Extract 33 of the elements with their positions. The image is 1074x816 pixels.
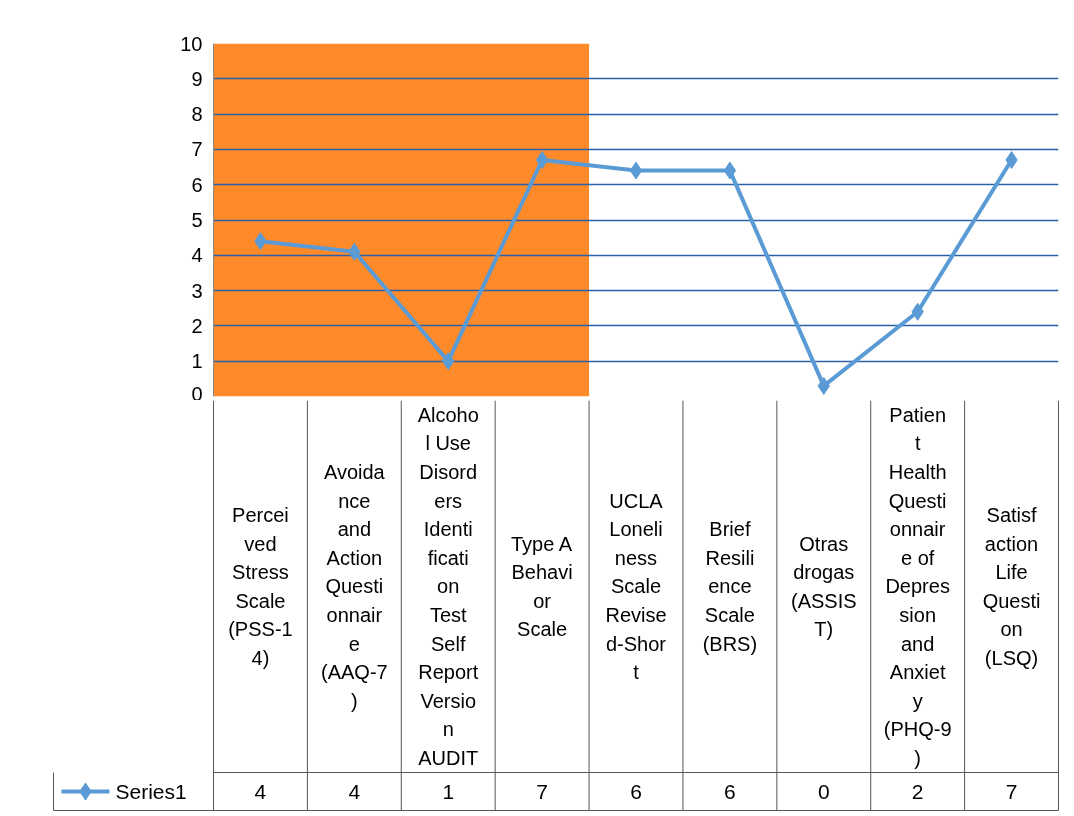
x-tick-label: Otras drogas (ASSIST) xyxy=(790,532,857,641)
data-label: 7 xyxy=(536,779,548,803)
y-tick-label: 1 xyxy=(191,350,203,373)
x-tick-label: Brief Resilience Scale (BRS) xyxy=(702,518,758,655)
category-label: Patient Health Questionnaire of Depression and Anxiety (PHQ-9) xyxy=(883,403,952,770)
point xyxy=(723,161,737,180)
y-tick-label: 6 xyxy=(191,173,203,196)
y-tick-label: 8 xyxy=(191,103,203,126)
category-label: Avoidance and Action Questionnaire (AAQ-7) xyxy=(320,461,388,712)
category-label: Alcohol Use Disorders Identification Test Self Report Version AUDIT xyxy=(417,403,479,770)
data-label: 6 xyxy=(724,779,736,803)
point xyxy=(535,150,549,169)
data-label: 0 xyxy=(817,779,830,803)
data-label: 4 xyxy=(348,779,361,803)
data-label: 2 xyxy=(911,779,924,803)
data-label: 7 xyxy=(1005,779,1018,803)
y-tick-label: 3 xyxy=(191,279,203,302)
data-label: 6 xyxy=(630,779,642,803)
x-tick-label: Type A Behavior Scale xyxy=(510,532,573,641)
y-tick-label: 10 xyxy=(180,32,203,55)
y-tick-label: 0 xyxy=(191,382,203,405)
point xyxy=(629,161,643,180)
data-label: 4 xyxy=(254,779,267,803)
x-tick-label: UCLA Loneliness Scale Revised-Short xyxy=(605,489,667,684)
y-tick-label: 9 xyxy=(191,67,203,90)
y-tick-label: 7 xyxy=(191,138,203,161)
x-tick-label: Perceived Stress Scale (PSS-14) xyxy=(228,504,293,669)
y-tick-label: 5 xyxy=(191,209,203,231)
legend-label: Series1 xyxy=(115,780,187,803)
y-tick-label: 4 xyxy=(191,244,203,267)
x-tick-label: Satisfaction Life Question (LSQ) xyxy=(982,504,1041,669)
y-tick-label: 2 xyxy=(191,314,203,337)
data-label: 1 xyxy=(442,779,455,803)
